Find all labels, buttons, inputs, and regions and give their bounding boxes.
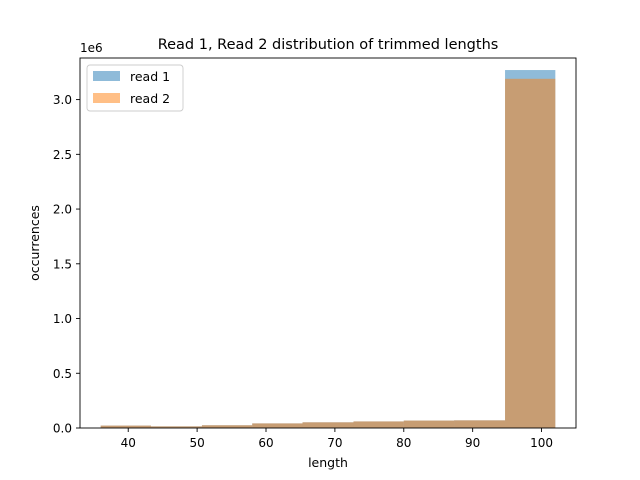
x-tick-label: 80 (396, 436, 411, 450)
bar-read-2-7 (454, 420, 506, 428)
bar-read-2-6 (403, 420, 455, 428)
legend-swatch-read-1 (93, 71, 120, 81)
x-tick-label: 90 (465, 436, 480, 450)
x-tick-label: 70 (327, 436, 342, 450)
y-tick-label: 0.5 (53, 367, 72, 381)
y-offset-label: 1e6 (80, 41, 103, 55)
x-tick-label: 50 (189, 436, 204, 450)
y-axis-ticks: 0.0 0.5 1.0 1.5 2.0 2.5 3.0 (53, 93, 80, 436)
x-axis-label: length (308, 455, 348, 470)
legend-label-read-1: read 1 (130, 69, 170, 84)
x-axis-ticks: 40 50 60 70 80 90 100 (121, 428, 553, 450)
y-tick-label: 1.5 (53, 257, 72, 271)
bar-read-2-5 (353, 421, 404, 428)
legend-swatch-read-2 (93, 93, 120, 103)
y-axis-label: occurrences (27, 205, 42, 281)
y-tick-label: 3.0 (53, 93, 72, 107)
x-tick-label: 100 (530, 436, 553, 450)
bar-read-2-1 (150, 426, 202, 428)
bar-read-2-2 (201, 425, 253, 428)
x-tick-label: 60 (258, 436, 273, 450)
chart-title: Read 1, Read 2 distribution of trimmed l… (158, 37, 499, 53)
y-tick-label: 1.0 (53, 312, 72, 326)
legend-label-read-2: read 2 (130, 91, 170, 106)
x-tick-label: 40 (121, 436, 136, 450)
bars-group (100, 70, 556, 429)
y-tick-label: 2.0 (53, 203, 72, 217)
y-tick-label: 2.5 (53, 148, 72, 162)
bar-read-2-0 (100, 425, 151, 428)
bar-read-2-3 (252, 423, 303, 428)
bar-read-2-8 (505, 78, 556, 428)
legend: read 1 read 2 (86, 64, 184, 112)
y-tick-label: 0.0 (53, 422, 72, 436)
plot-frame (79, 57, 577, 429)
bar-read-2-4 (302, 422, 354, 428)
